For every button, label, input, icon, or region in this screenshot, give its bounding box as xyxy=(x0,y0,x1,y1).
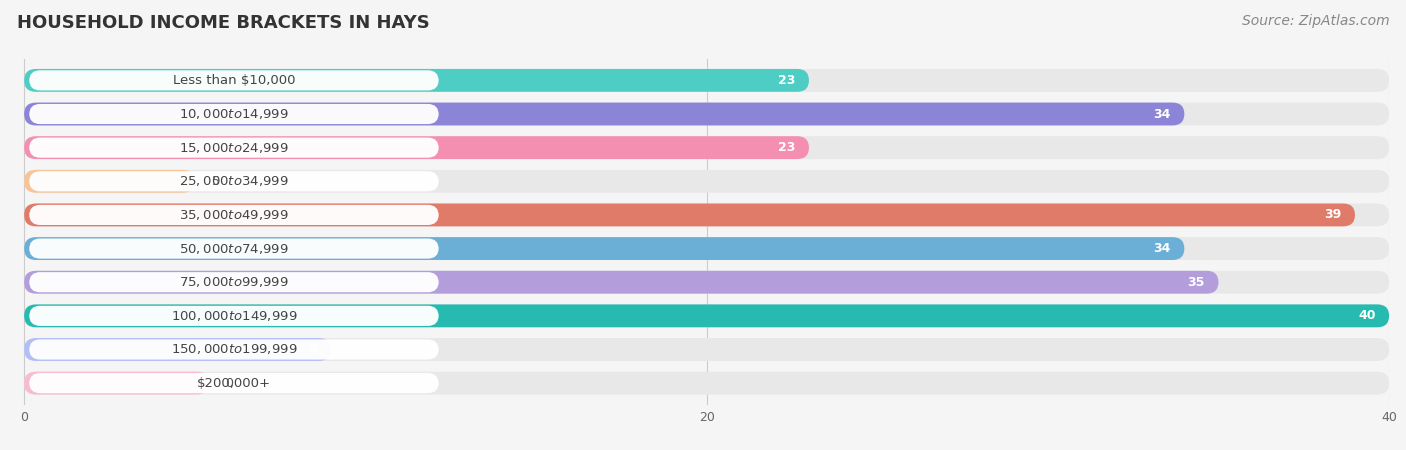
Text: 35: 35 xyxy=(1188,276,1205,289)
Text: 40: 40 xyxy=(1358,309,1375,322)
Bar xyxy=(7,333,1389,366)
FancyBboxPatch shape xyxy=(30,238,439,259)
Bar xyxy=(7,366,1389,400)
Text: Source: ZipAtlas.com: Source: ZipAtlas.com xyxy=(1241,14,1389,27)
Bar xyxy=(7,63,1389,97)
FancyBboxPatch shape xyxy=(24,237,1184,260)
Bar xyxy=(7,97,1389,131)
FancyBboxPatch shape xyxy=(24,69,808,92)
Text: 34: 34 xyxy=(1153,108,1171,121)
FancyBboxPatch shape xyxy=(24,103,1184,126)
FancyBboxPatch shape xyxy=(24,271,1389,294)
FancyBboxPatch shape xyxy=(30,70,439,90)
FancyBboxPatch shape xyxy=(24,271,1219,294)
FancyBboxPatch shape xyxy=(24,304,1389,327)
FancyBboxPatch shape xyxy=(24,69,1389,92)
Text: Less than $10,000: Less than $10,000 xyxy=(173,74,295,87)
FancyBboxPatch shape xyxy=(30,306,439,326)
Text: 5: 5 xyxy=(212,175,219,188)
FancyBboxPatch shape xyxy=(24,304,1389,327)
Bar xyxy=(7,164,1389,198)
FancyBboxPatch shape xyxy=(30,373,439,393)
FancyBboxPatch shape xyxy=(30,272,439,292)
Text: $100,000 to $149,999: $100,000 to $149,999 xyxy=(170,309,297,323)
Text: $35,000 to $49,999: $35,000 to $49,999 xyxy=(179,208,288,222)
Text: 39: 39 xyxy=(1324,208,1341,221)
FancyBboxPatch shape xyxy=(24,338,1389,361)
Bar xyxy=(7,266,1389,299)
FancyBboxPatch shape xyxy=(24,136,1389,159)
FancyBboxPatch shape xyxy=(30,205,439,225)
FancyBboxPatch shape xyxy=(30,171,439,191)
Text: 23: 23 xyxy=(778,141,796,154)
Text: $75,000 to $99,999: $75,000 to $99,999 xyxy=(179,275,288,289)
FancyBboxPatch shape xyxy=(24,338,332,361)
Text: 23: 23 xyxy=(778,74,796,87)
FancyBboxPatch shape xyxy=(24,203,1389,226)
FancyBboxPatch shape xyxy=(24,170,1389,193)
FancyBboxPatch shape xyxy=(24,103,1389,126)
Text: $200,000+: $200,000+ xyxy=(197,377,271,390)
Text: 9: 9 xyxy=(309,343,318,356)
Text: $10,000 to $14,999: $10,000 to $14,999 xyxy=(179,107,288,121)
Bar xyxy=(7,198,1389,232)
Bar xyxy=(7,299,1389,333)
FancyBboxPatch shape xyxy=(24,237,1389,260)
FancyBboxPatch shape xyxy=(24,203,1355,226)
Text: 34: 34 xyxy=(1153,242,1171,255)
FancyBboxPatch shape xyxy=(30,339,439,360)
Text: $50,000 to $74,999: $50,000 to $74,999 xyxy=(179,242,288,256)
Text: $15,000 to $24,999: $15,000 to $24,999 xyxy=(179,141,288,155)
Text: 0: 0 xyxy=(225,377,233,390)
Bar xyxy=(7,232,1389,266)
FancyBboxPatch shape xyxy=(24,136,808,159)
Text: $25,000 to $34,999: $25,000 to $34,999 xyxy=(179,174,288,188)
FancyBboxPatch shape xyxy=(24,372,208,395)
FancyBboxPatch shape xyxy=(24,170,194,193)
FancyBboxPatch shape xyxy=(24,372,1389,395)
Text: $150,000 to $199,999: $150,000 to $199,999 xyxy=(170,342,297,356)
FancyBboxPatch shape xyxy=(30,138,439,157)
FancyBboxPatch shape xyxy=(30,104,439,124)
Bar xyxy=(7,131,1389,164)
Text: HOUSEHOLD INCOME BRACKETS IN HAYS: HOUSEHOLD INCOME BRACKETS IN HAYS xyxy=(17,14,430,32)
